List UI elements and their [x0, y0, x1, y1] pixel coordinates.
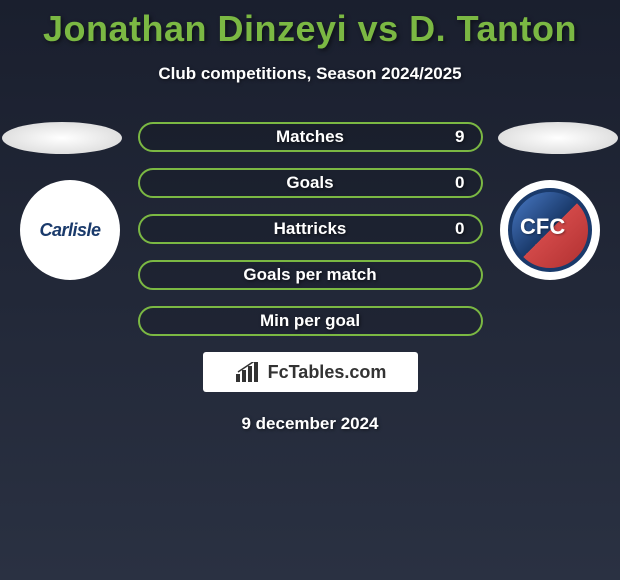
footer-date: 9 december 2024 [0, 414, 620, 434]
vs-text: vs [358, 8, 399, 49]
stat-right-value: 9 [455, 127, 464, 147]
club-badge-left: Carlisle [20, 180, 120, 280]
stat-row-matches: Matches 9 [138, 122, 483, 152]
stat-right-value: 0 [455, 173, 464, 193]
footer-brand: FcTables.com [203, 352, 418, 392]
club-badge-right: CFC [500, 180, 600, 280]
player2-name: D. Tanton [409, 8, 577, 49]
player2-avatar [498, 122, 618, 154]
player1-avatar [2, 122, 122, 154]
chart-icon [234, 362, 262, 382]
stat-label: Min per goal [140, 311, 481, 331]
carlisle-logo-text: Carlisle [39, 220, 100, 241]
page-title: Jonathan Dinzeyi vs D. Tanton [0, 0, 620, 50]
stat-label: Goals per match [140, 265, 481, 285]
stat-right-value: 0 [455, 219, 464, 239]
stat-row-hattricks: Hattricks 0 [138, 214, 483, 244]
footer-brand-text: FcTables.com [268, 362, 387, 383]
stat-row-gpm: Goals per match [138, 260, 483, 290]
stat-label: Matches [140, 127, 481, 147]
subtitle: Club competitions, Season 2024/2025 [0, 64, 620, 84]
stat-label: Hattricks [140, 219, 481, 239]
stat-row-mpg: Min per goal [138, 306, 483, 336]
player1-name: Jonathan Dinzeyi [43, 8, 347, 49]
chesterfield-logo: CFC [508, 188, 592, 272]
stat-rows: Matches 9 Goals 0 Hattricks 0 Goals per … [138, 122, 483, 336]
chesterfield-initials: CFC [520, 214, 565, 240]
comparison-content: Carlisle CFC Matches 9 Goals 0 Hattricks… [0, 122, 620, 434]
stat-row-goals: Goals 0 [138, 168, 483, 198]
stat-label: Goals [140, 173, 481, 193]
